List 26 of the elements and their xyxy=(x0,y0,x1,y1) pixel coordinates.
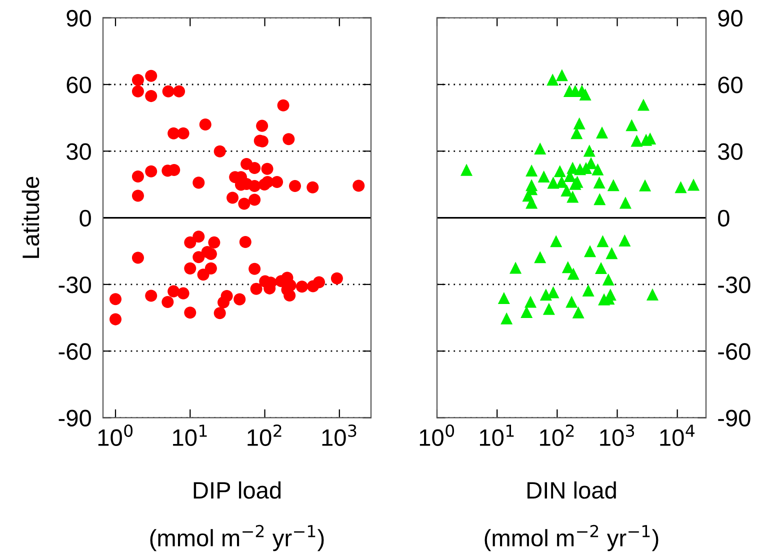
y-tick-label: -60 xyxy=(58,343,91,360)
x-tick-label: 10$^{0}$ xyxy=(98,424,133,446)
y-tick-label: 60 xyxy=(66,76,91,94)
x-tick-label: 10$^{2}$ xyxy=(248,424,282,446)
x-tick-label: 10$^{1}$ xyxy=(173,424,207,446)
x-tick-label: 10$^{3}$ xyxy=(600,424,634,446)
y2-tick-label: 0 xyxy=(718,210,730,227)
x-tick-label: 10$^{2}$ xyxy=(540,424,574,446)
y-tick-label: -30 xyxy=(58,276,91,294)
y-tick-label: -90 xyxy=(58,410,91,427)
x-tick-label: 10$^{0}$ xyxy=(420,424,454,446)
y-tick-label: 90 xyxy=(66,10,91,27)
y-tick-label: 30 xyxy=(66,143,91,160)
y2-tick-label: 60 xyxy=(718,76,742,94)
y2-tick-label: 90 xyxy=(718,10,742,27)
text: DIP load (mmol m$^{−2}$ yr$^{−1}$) xyxy=(150,481,324,552)
y-axis-title: Latitude xyxy=(22,176,40,258)
y-tick-label: 0 xyxy=(80,210,91,227)
x-tick-label: 10$^{3}$ xyxy=(322,424,356,446)
text: DIN load (mmol m$^{−2}$ yr$^{−1}$) xyxy=(484,481,658,552)
y2-tick-label: -30 xyxy=(718,276,750,294)
x-tick-label: 10$^{1}$ xyxy=(480,424,514,446)
y2-tick-label: 30 xyxy=(718,143,742,160)
y2-tick-label: -90 xyxy=(718,410,750,427)
y2-tick-label: -60 xyxy=(718,343,750,360)
x-tick-label: 10$^{4}$ xyxy=(660,424,695,446)
